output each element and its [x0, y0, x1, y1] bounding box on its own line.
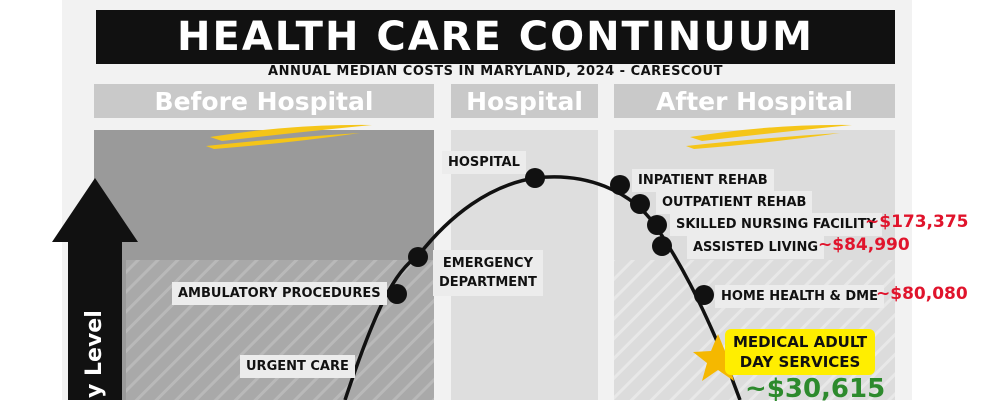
- label-home-health: HOME HEALTH & DME: [715, 285, 884, 308]
- point-assisted-living: [652, 236, 672, 256]
- label-skilled-nursing: SKILLED NURSING FACILITY: [670, 213, 882, 236]
- header-hospital: Hospital: [451, 84, 598, 118]
- label-inpatient-rehab: INPATIENT REHAB: [632, 169, 774, 192]
- care-level-arrow-shaft: [68, 240, 122, 400]
- point-inpatient-rehab: [610, 175, 630, 195]
- adult-day-line1: MEDICAL ADULT: [733, 333, 868, 351]
- title-bar: HEALTH CARE CONTINUUM: [96, 10, 895, 64]
- cost-assisted-living: ~$84,990: [818, 235, 910, 255]
- header-before-label: Before Hospital: [154, 86, 374, 116]
- header-before-hospital: Before Hospital: [94, 84, 434, 118]
- cost-skilled-nursing: ~$173,375: [865, 212, 969, 232]
- label-hospital: HOSPITAL: [442, 151, 526, 174]
- label-assisted-living: ASSISTED LIVING: [687, 236, 825, 259]
- label-outpatient-rehab: OUTPATIENT REHAB: [656, 191, 813, 214]
- axis-label: y Level: [82, 310, 107, 398]
- point-home-health: [694, 285, 714, 305]
- adult-day-line2: DAY SERVICES: [739, 353, 861, 371]
- point-ambulatory: [387, 284, 407, 304]
- swoosh-before-1: [210, 124, 372, 141]
- page-title: HEALTH CARE CONTINUUM: [177, 14, 814, 60]
- care-level-arrow-head: [52, 178, 138, 242]
- point-emergency: [408, 247, 428, 267]
- label-emergency-department: EMERGENCY DEPARTMENT: [433, 250, 543, 296]
- point-skilled-nursing: [647, 215, 667, 235]
- point-hospital: [525, 168, 545, 188]
- cost-home-health: ~$80,080: [876, 284, 968, 304]
- header-hospital-label: Hospital: [466, 86, 583, 116]
- swoosh-before-2: [206, 133, 360, 149]
- before-hospital-hatch: [126, 260, 434, 400]
- label-emergency-line1: EMERGENCY: [442, 256, 534, 271]
- label-ambulatory-procedures: AMBULATORY PROCEDURES: [172, 282, 387, 305]
- header-after-label: After Hospital: [656, 86, 853, 116]
- point-outpatient-rehab: [630, 194, 650, 214]
- cost-adult-day-services: ~$30,615: [745, 374, 886, 404]
- adult-day-services-badge: MEDICAL ADULT DAY SERVICES: [725, 329, 876, 375]
- label-urgent-care: URGENT CARE: [240, 355, 355, 378]
- swoosh-after-1: [690, 124, 852, 141]
- swoosh-after-2: [686, 133, 840, 149]
- label-emergency-line2: DEPARTMENT: [439, 275, 537, 290]
- header-after-hospital: After Hospital: [614, 84, 895, 118]
- subtitle: ANNUAL MEDIAN COSTS IN MARYLAND, 2024 - …: [268, 64, 723, 79]
